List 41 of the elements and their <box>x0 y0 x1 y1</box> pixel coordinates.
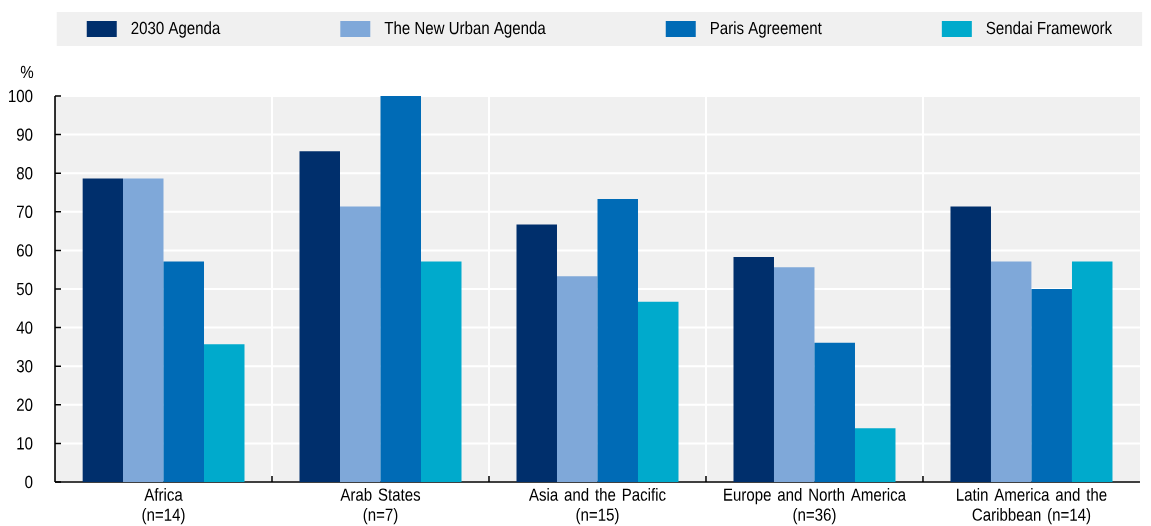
bar <box>123 178 164 482</box>
x-tick-label: Arab States (n=7) <box>340 488 421 525</box>
bar <box>990 261 1032 482</box>
y-tick-label: 10 <box>17 437 33 450</box>
bar <box>421 261 462 482</box>
bar <box>340 206 381 482</box>
bar <box>204 344 245 482</box>
y-tick-label: 30 <box>16 359 33 373</box>
y-axis-title: % <box>20 65 34 79</box>
y-tick-label: 80 <box>16 166 33 180</box>
y-tick-label: 90 <box>16 128 33 141</box>
bar <box>1071 261 1113 482</box>
y-tick-label: 70 <box>17 205 33 218</box>
bar <box>597 199 638 482</box>
bar <box>557 276 598 482</box>
legend-label: Paris Agreement <box>710 21 822 38</box>
bar <box>773 267 815 482</box>
x-tick-label: Africa (n=14) <box>142 488 185 525</box>
bar <box>854 428 896 482</box>
y-tick-label: 60 <box>17 244 33 257</box>
bar <box>299 151 340 482</box>
bar <box>380 95 421 482</box>
x-tick-label: Latin America and the Caribbean (n=14) <box>957 488 1107 525</box>
y-tick-label: 50 <box>16 282 33 296</box>
bar <box>638 301 679 482</box>
bar <box>82 178 124 482</box>
bar <box>163 261 205 482</box>
y-tick-label: 20 <box>16 398 33 411</box>
bar <box>733 256 774 482</box>
x-tick-label: Asia and the Pacific (n=15) <box>528 488 666 525</box>
bar <box>516 224 557 482</box>
bar <box>950 206 991 482</box>
bar <box>814 342 855 482</box>
y-tick-label: 0 <box>25 475 33 489</box>
y-tick-label: 100 <box>9 89 33 103</box>
legend-label: Sendai Framework <box>986 21 1113 35</box>
legend-label: 2030 Agenda <box>131 21 221 38</box>
y-tick-label: 40 <box>16 321 33 334</box>
x-tick-label: Europe and North America (n=36) <box>724 488 907 525</box>
bar <box>1031 288 1072 482</box>
legend-label: The New Urban Agenda <box>384 21 546 38</box>
